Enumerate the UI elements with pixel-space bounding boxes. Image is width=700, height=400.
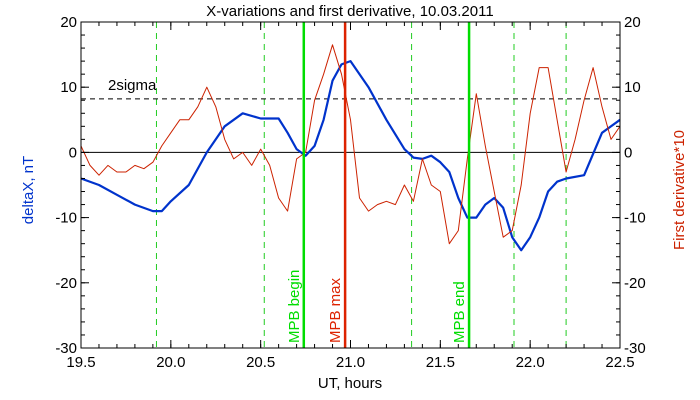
series-line-deltaX [80, 59, 621, 252]
x-tick-label: 20.5 [246, 354, 275, 371]
y-tick-label-right: 20 [624, 14, 641, 31]
x-tick-label: 22.0 [516, 354, 545, 371]
y-tick-label-left: -20 [55, 275, 77, 292]
threshold-label: 2sigma [108, 77, 157, 94]
y-tick-label-left: 0 [69, 144, 77, 161]
y-axis-label-left: deltaX, nT [20, 156, 37, 224]
series-line-derivative [80, 44, 621, 245]
y-tick-label-left: -10 [55, 210, 77, 227]
marker-label: MPB max [327, 277, 344, 343]
y-tick-label-right: -30 [624, 340, 646, 357]
y-tick-label-right: 10 [624, 79, 641, 96]
y-tick-label-left: -30 [55, 340, 77, 357]
y-tick-label-right: -20 [624, 275, 646, 292]
chart-ticks: 19.5 20.0 20.5 21.0 21.5 22.0 22.5 20 10 0 -10 -20 -… [55, 14, 645, 371]
y-tick-label-left: 20 [60, 14, 77, 31]
x-tick-label: 20.0 [156, 354, 185, 371]
chart-markers: MPB begin MPB max MPB end [286, 22, 471, 348]
marker-label: MPB end [451, 281, 468, 343]
x-tick-label: 21.0 [336, 354, 365, 371]
chart-title: X-variations and first derivative, 10.03… [206, 3, 493, 20]
plot-frame [80, 21, 621, 349]
x-tick-label: 19.5 [66, 354, 95, 371]
marker-label: MPB begin [286, 270, 303, 343]
y-tick-label-right: 0 [624, 144, 632, 161]
x-axis-label: UT, hours [318, 375, 382, 392]
x-tick-label: 22.5 [605, 354, 634, 371]
chart-gridlines [81, 22, 620, 348]
x-tick-label: 21.5 [426, 354, 455, 371]
chart-series [80, 44, 621, 252]
y-tick-label-right: -10 [624, 210, 646, 227]
y-axis-label-right: First derivative*10 [671, 130, 688, 250]
y-tick-label-left: 10 [60, 79, 77, 96]
